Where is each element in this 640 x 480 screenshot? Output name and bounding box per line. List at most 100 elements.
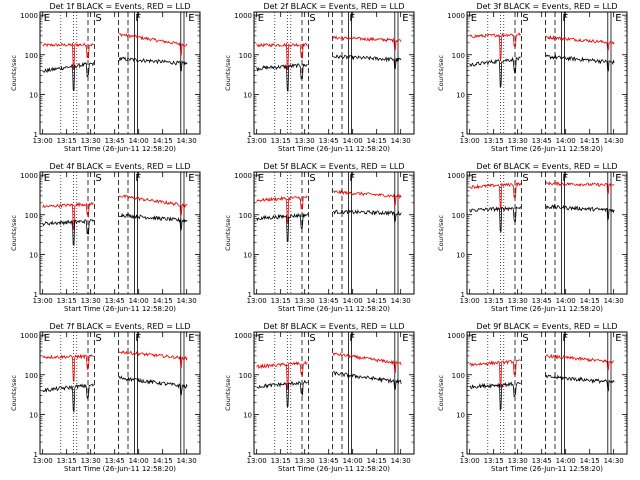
- event-flag: E: [258, 173, 264, 184]
- y-axis-label: Counts/sec: [10, 375, 18, 411]
- x-axis-label: Start Time (26-Jun-11 12:58:20): [64, 465, 176, 473]
- event-flag: S: [309, 333, 315, 344]
- y-tick-label: 10: [243, 91, 252, 99]
- y-tick-label: 1: [461, 451, 465, 459]
- series-line-events: [469, 56, 521, 88]
- y-tick-label: 1: [461, 291, 465, 299]
- panel-title: Det 8f BLACK = Events, RED = LLD: [263, 322, 404, 331]
- event-flag: E: [188, 13, 194, 24]
- y-tick-label: 100: [25, 212, 38, 220]
- event-flag: E: [188, 173, 194, 184]
- series-line-events: [118, 56, 188, 72]
- plot-frame: [39, 171, 201, 295]
- panel-title: Det 5f BLACK = Events, RED = LLD: [263, 162, 404, 171]
- x-tick-label: 13:00: [33, 137, 53, 145]
- x-tick-label: 13:00: [460, 297, 480, 305]
- y-tick-label: 100: [452, 212, 465, 220]
- y-tick-label: 100: [239, 372, 252, 380]
- series-line-lld: [332, 352, 402, 374]
- y-tick-label: 1: [248, 451, 252, 459]
- event-flag: F: [135, 13, 141, 24]
- x-tick-label: 14:15: [580, 297, 600, 305]
- panel-title: Det 9f BLACK = Events, RED = LLD: [476, 322, 617, 331]
- y-axis-label: Counts/sec: [224, 215, 232, 251]
- event-flag: S: [309, 173, 315, 184]
- series-line-events: [256, 212, 308, 243]
- plot-frame: [466, 171, 628, 295]
- y-tick-label: 100: [239, 212, 252, 220]
- plot-frame: [39, 11, 201, 135]
- x-axis-label: Start Time (26-Jun-11 12:58:20): [491, 465, 603, 473]
- x-tick-label: 13:30: [508, 137, 528, 145]
- x-tick-label: 14:30: [391, 457, 411, 465]
- series-line-events: [545, 54, 615, 72]
- x-axis-label: Start Time (26-Jun-11 12:58:20): [64, 305, 176, 313]
- x-tick-label: 14:30: [391, 297, 411, 305]
- event-flag: E: [402, 13, 408, 24]
- event-flag: E: [258, 13, 264, 24]
- series-line-lld: [256, 360, 308, 390]
- plot-frame: [39, 331, 201, 455]
- panel-title: Det 1f BLACK = Events, RED = LLD: [49, 2, 190, 11]
- event-flag: E: [402, 173, 408, 184]
- plot-frame: [253, 171, 415, 295]
- x-tick-label: 14:00: [556, 297, 576, 305]
- x-tick-label: 14:15: [153, 457, 173, 465]
- event-flag: E: [44, 333, 50, 344]
- x-tick-label: 13:30: [295, 297, 315, 305]
- plot-frame: [466, 11, 628, 135]
- x-tick-label: 14:15: [153, 137, 173, 145]
- y-tick-label: 1: [461, 131, 465, 139]
- x-tick-label: 14:00: [343, 457, 363, 465]
- x-tick-label: 14:30: [177, 297, 197, 305]
- event-flag: F: [349, 173, 355, 184]
- series-line-lld: [256, 195, 308, 225]
- x-axis-label: Start Time (26-Jun-11 12:58:20): [491, 145, 603, 153]
- x-tick-label: 13:00: [247, 137, 267, 145]
- x-tick-label: 14:15: [367, 457, 387, 465]
- x-tick-label: 13:45: [319, 137, 339, 145]
- event-flag: E: [44, 13, 50, 24]
- x-tick-label: 13:00: [33, 457, 53, 465]
- y-axis-label: Counts/sec: [10, 55, 18, 91]
- y-tick-label: 100: [452, 52, 465, 60]
- y-tick-label: 1000: [20, 332, 38, 340]
- panel-title: Det 7f BLACK = Events, RED = LLD: [49, 322, 190, 331]
- panel-9: Det 9f BLACK = Events, RED = LLD 1 10 100 10…: [437, 322, 628, 473]
- x-axis-label: Start Time (26-Jun-11 12:58:20): [491, 305, 603, 313]
- series-line-lld: [332, 35, 402, 52]
- x-tick-label: 13:45: [105, 297, 125, 305]
- series-line-events: [469, 205, 521, 233]
- panel-1: Det 1f BLACK = Events, RED = LLD 1 10 100 10…: [10, 2, 201, 153]
- event-flag: E: [258, 333, 264, 344]
- plot-frame: [466, 331, 628, 455]
- y-tick-label: 1000: [447, 332, 465, 340]
- x-tick-label: 13:15: [484, 297, 504, 305]
- panel-title: Det 4f BLACK = Events, RED = LLD: [49, 162, 190, 171]
- x-tick-label: 14:00: [129, 297, 149, 305]
- x-tick-label: 13:30: [295, 457, 315, 465]
- y-tick-label: 1: [34, 291, 38, 299]
- event-flag: S: [95, 333, 101, 344]
- series-line-events: [469, 381, 521, 411]
- event-flag: S: [522, 13, 528, 24]
- event-flag: F: [562, 13, 568, 24]
- event-flag: S: [95, 13, 101, 24]
- y-axis-label: Counts/sec: [437, 215, 445, 251]
- y-tick-label: 100: [452, 372, 465, 380]
- x-tick-label: 14:15: [367, 297, 387, 305]
- x-tick-label: 13:15: [484, 137, 504, 145]
- series-line-events: [118, 212, 188, 232]
- series-line-lld: [42, 202, 94, 231]
- event-flag: F: [349, 13, 355, 24]
- x-tick-label: 13:15: [271, 137, 291, 145]
- event-flag: E: [471, 333, 477, 344]
- series-line-lld: [118, 32, 188, 56]
- panel-title: Det 6f BLACK = Events, RED = LLD: [476, 162, 617, 171]
- x-axis-label: Start Time (26-Jun-11 12:58:20): [278, 145, 390, 153]
- x-tick-label: 13:45: [532, 457, 552, 465]
- series-line-lld: [545, 180, 615, 195]
- x-tick-label: 13:45: [319, 297, 339, 305]
- y-tick-label: 10: [456, 251, 465, 259]
- y-tick-label: 1000: [447, 172, 465, 180]
